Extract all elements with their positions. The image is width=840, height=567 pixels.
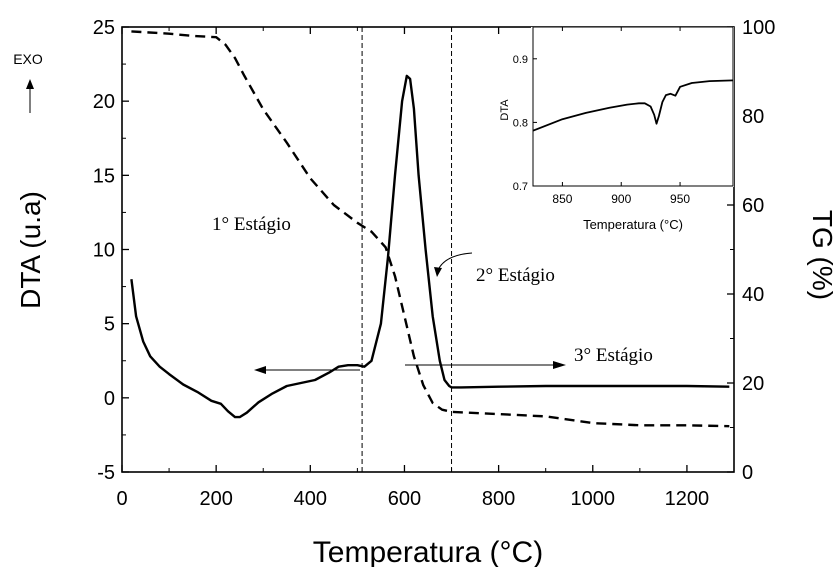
inset-y-axis-label: DTA — [499, 99, 511, 121]
y-right-tick-label: 0 — [742, 462, 753, 484]
y-left-tick-label: 15 — [93, 165, 115, 187]
inset-series — [532, 79, 734, 132]
tg-curve — [131, 30, 730, 428]
inset-x-tick-label: 900 — [611, 192, 631, 206]
inset-y-tick-label: 0.7 — [513, 181, 528, 193]
inset-y-tick-label: 0.9 — [513, 54, 528, 66]
x-tick-label: 800 — [482, 488, 515, 510]
x-tick-label: 400 — [294, 488, 327, 510]
stage-2-pointer — [434, 252, 473, 277]
inset-plot: 850 900 950 0.7 0.8 0.9 DTA Temperatura (°C) — [499, 26, 734, 232]
inset-ticks: 850 900 950 0.7 0.8 0.9 — [513, 27, 690, 206]
x-axis-label: Temperatura (°C) — [313, 536, 543, 567]
inset-x-tick-label: 950 — [670, 192, 690, 206]
main-plot: 0 200 400 600 800 1000 1200-505101520250204060… — [13, 17, 838, 567]
stage-2-label: 2° Estágio — [476, 265, 555, 286]
inset-y-tick-label: 0.8 — [513, 117, 528, 129]
y-left-tick-label: 20 — [93, 91, 115, 113]
x-tick-label: 1000 — [571, 488, 616, 510]
stage-boundary-lines — [361, 27, 453, 472]
x-tick-label: 600 — [388, 488, 421, 510]
y-left-tick-label: -5 — [97, 462, 115, 484]
inset-x-tick-label: 850 — [552, 192, 572, 206]
y-right-tick-label: 80 — [742, 106, 764, 128]
y-right-tick-label: 20 — [742, 373, 764, 395]
left-axis-label: DTA (u.a) — [15, 191, 46, 309]
stage-3-label: 3° Estágio — [574, 345, 653, 366]
y-right-tick-label: 60 — [742, 195, 764, 217]
inset-background — [531, 27, 734, 187]
dta-curve — [130, 74, 730, 419]
y-left-tick-label: 0 — [104, 388, 115, 410]
x-tick-label: 0 — [116, 488, 127, 510]
right-axis-label: TG (%) — [807, 210, 838, 300]
inset-dta-curve — [532, 79, 734, 132]
y-left-tick-label: 5 — [104, 314, 115, 336]
exo-label: EXO — [13, 51, 43, 67]
y-right-tick-label: 40 — [742, 284, 764, 306]
main-ticks: 0 200 400 600 800 1000 1200-505101520250204060… — [93, 17, 776, 510]
inset-x-axis-label: Temperatura (°C) — [583, 217, 683, 232]
y-right-tick-label: 100 — [742, 17, 775, 39]
y-left-tick-label: 10 — [93, 240, 115, 262]
exo-arrow — [26, 79, 34, 113]
stage-1-label: 1° Estágio — [212, 214, 291, 235]
tg-axis-arrow — [405, 361, 566, 369]
main-series — [130, 30, 730, 428]
dta-axis-arrow — [254, 366, 360, 374]
x-tick-label: 1200 — [665, 488, 710, 510]
x-tick-label: 200 — [199, 488, 232, 510]
y-left-tick-label: 25 — [93, 17, 115, 39]
inset-frame — [532, 26, 734, 187]
